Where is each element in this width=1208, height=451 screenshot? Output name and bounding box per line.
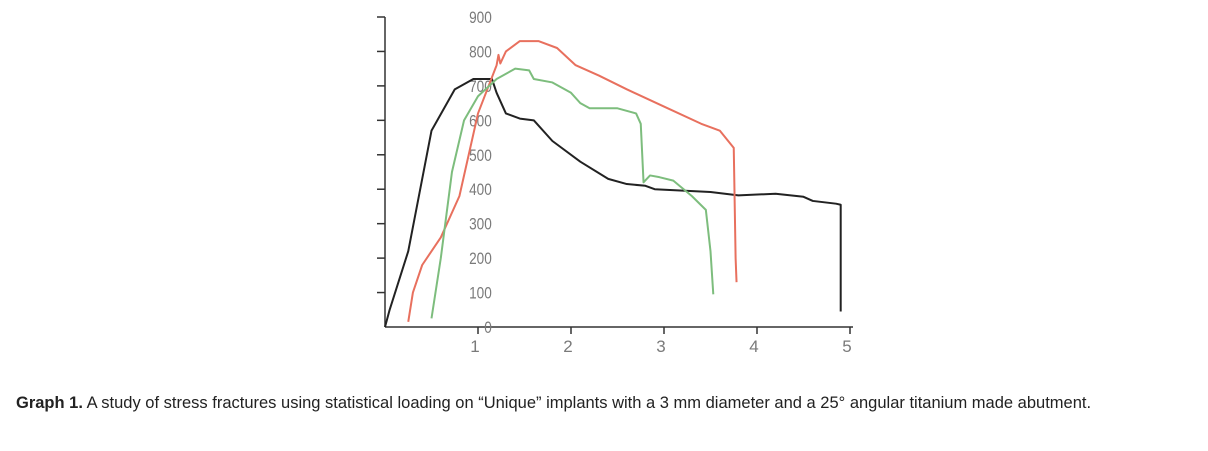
y-tick-label: 900	[469, 9, 492, 28]
caption-text: A study of stress fractures using statis…	[82, 394, 1092, 412]
y-tick-label: 200	[469, 250, 492, 269]
series-line-green	[430, 67, 715, 319]
figure-caption: Graph 1. A study of stress fractures usi…	[16, 390, 1196, 417]
y-tick-label: 800	[469, 43, 492, 62]
series-group	[384, 40, 842, 328]
x-tick-label: 3	[656, 337, 665, 356]
x-tick-label: 5	[842, 337, 851, 356]
series-line-black	[384, 78, 842, 328]
series-line-red	[407, 40, 738, 322]
y-tick-label: 500	[469, 146, 492, 165]
y-tick-label: 400	[469, 181, 492, 200]
y-tick-label: 600	[469, 112, 492, 131]
y-tick-label: 100	[469, 284, 492, 303]
x-tick-label: 1	[470, 337, 479, 356]
x-tick-label: 2	[563, 337, 572, 356]
y-tick-label: 0	[484, 319, 492, 338]
y-tick-label: 300	[469, 215, 492, 234]
x-tick-label: 4	[749, 337, 758, 356]
caption-label: Graph 1.	[16, 394, 83, 412]
